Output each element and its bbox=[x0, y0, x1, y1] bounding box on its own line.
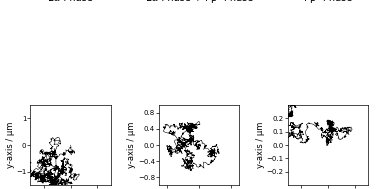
Title: Pβ’-Phase: Pβ’-Phase bbox=[304, 0, 352, 3]
Title: Lα-Phase + Pβ’-Phase: Lα-Phase + Pβ’-Phase bbox=[146, 0, 253, 3]
Y-axis label: y-axis / μm: y-axis / μm bbox=[6, 122, 15, 168]
Title: Lα-Phase: Lα-Phase bbox=[48, 0, 93, 3]
Y-axis label: y-axis / μm: y-axis / μm bbox=[256, 122, 265, 168]
Y-axis label: y-axis / μm: y-axis / μm bbox=[127, 122, 136, 168]
